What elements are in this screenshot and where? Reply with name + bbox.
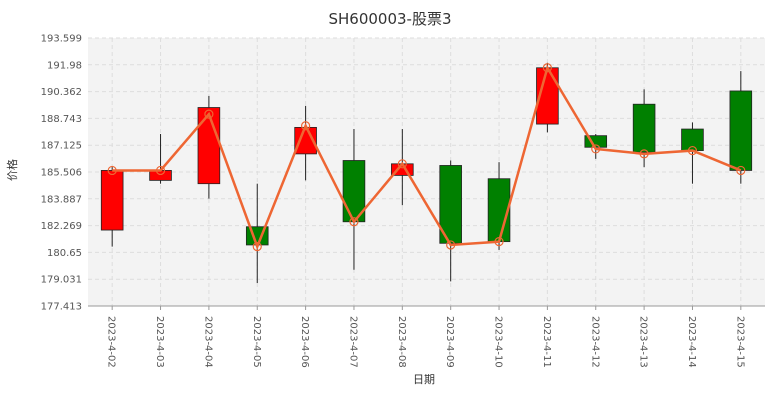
x-tick-label: 2023-4-12	[589, 316, 600, 368]
chart-title: SH600003-股票3	[328, 10, 451, 28]
close-line-point	[639, 149, 649, 159]
y-axis-label: 价格	[5, 159, 19, 181]
close-line-path	[112, 64, 742, 251]
x-axis-label: 日期	[413, 373, 435, 386]
y-tick-label: 179.031	[41, 275, 82, 286]
y-tick-label: 185.506	[41, 168, 82, 179]
y-tick-label: 187.125	[41, 141, 82, 152]
close-line-point	[446, 240, 456, 250]
close-line-point	[591, 144, 601, 154]
close-line-point	[301, 121, 311, 131]
x-tick-label: 2023-4-03	[154, 316, 165, 368]
y-axis-ticks: 177.413 179.031 180.65 182.269 183.887 185.50…	[41, 34, 82, 313]
candle-down	[632, 103, 656, 153]
close-line-point	[542, 63, 552, 73]
candle-up	[100, 170, 124, 231]
x-tick-label: 2023-4-08	[396, 316, 407, 368]
x-tick-label: 2023-4-06	[299, 316, 310, 368]
y-tick-label: 193.599	[41, 34, 82, 45]
x-tick-label: 2023-4-13	[638, 316, 649, 368]
x-tick-label: 2023-4-04	[202, 316, 213, 368]
x-axis-ticks: 2023-4-02 2023-4-03 2023-4-04 2023-4-05 2023…	[106, 306, 745, 368]
x-tick-label: 2023-4-15	[734, 316, 745, 368]
close-line	[107, 63, 746, 252]
x-tick-label: 2023-4-10	[493, 316, 504, 368]
close-line-point	[349, 217, 359, 227]
close-line-point	[397, 159, 407, 169]
close-line-point	[252, 242, 262, 252]
x-tick-label: 2023-4-09	[444, 316, 455, 368]
y-tick-label: 177.413	[41, 302, 82, 313]
x-tick-label: 2023-4-05	[251, 316, 262, 368]
y-tick-label: 188.743	[41, 114, 82, 125]
y-tick-label: 190.362	[41, 87, 82, 98]
x-tick-label: 2023-4-07	[347, 316, 358, 368]
close-line-point	[736, 165, 746, 176]
y-tick-label: 183.887	[41, 194, 82, 205]
x-tick-label: 2023-4-11	[541, 316, 552, 368]
candle-up	[149, 170, 172, 181]
y-tick-label: 180.65	[47, 248, 82, 259]
close-line-point	[204, 109, 214, 119]
y-tick-label: 182.269	[41, 221, 82, 232]
close-line-point	[155, 165, 166, 176]
candle-up	[197, 107, 221, 185]
close-line-point	[494, 237, 504, 247]
x-tick-label: 2023-4-02	[106, 316, 117, 368]
y-tick-label: 191.98	[47, 60, 82, 71]
x-tick-label: 2023-4-14	[686, 316, 697, 368]
close-line-point	[687, 145, 698, 156]
candle-down	[681, 128, 704, 151]
close-line-point	[107, 165, 117, 176]
candle-down	[729, 90, 753, 171]
